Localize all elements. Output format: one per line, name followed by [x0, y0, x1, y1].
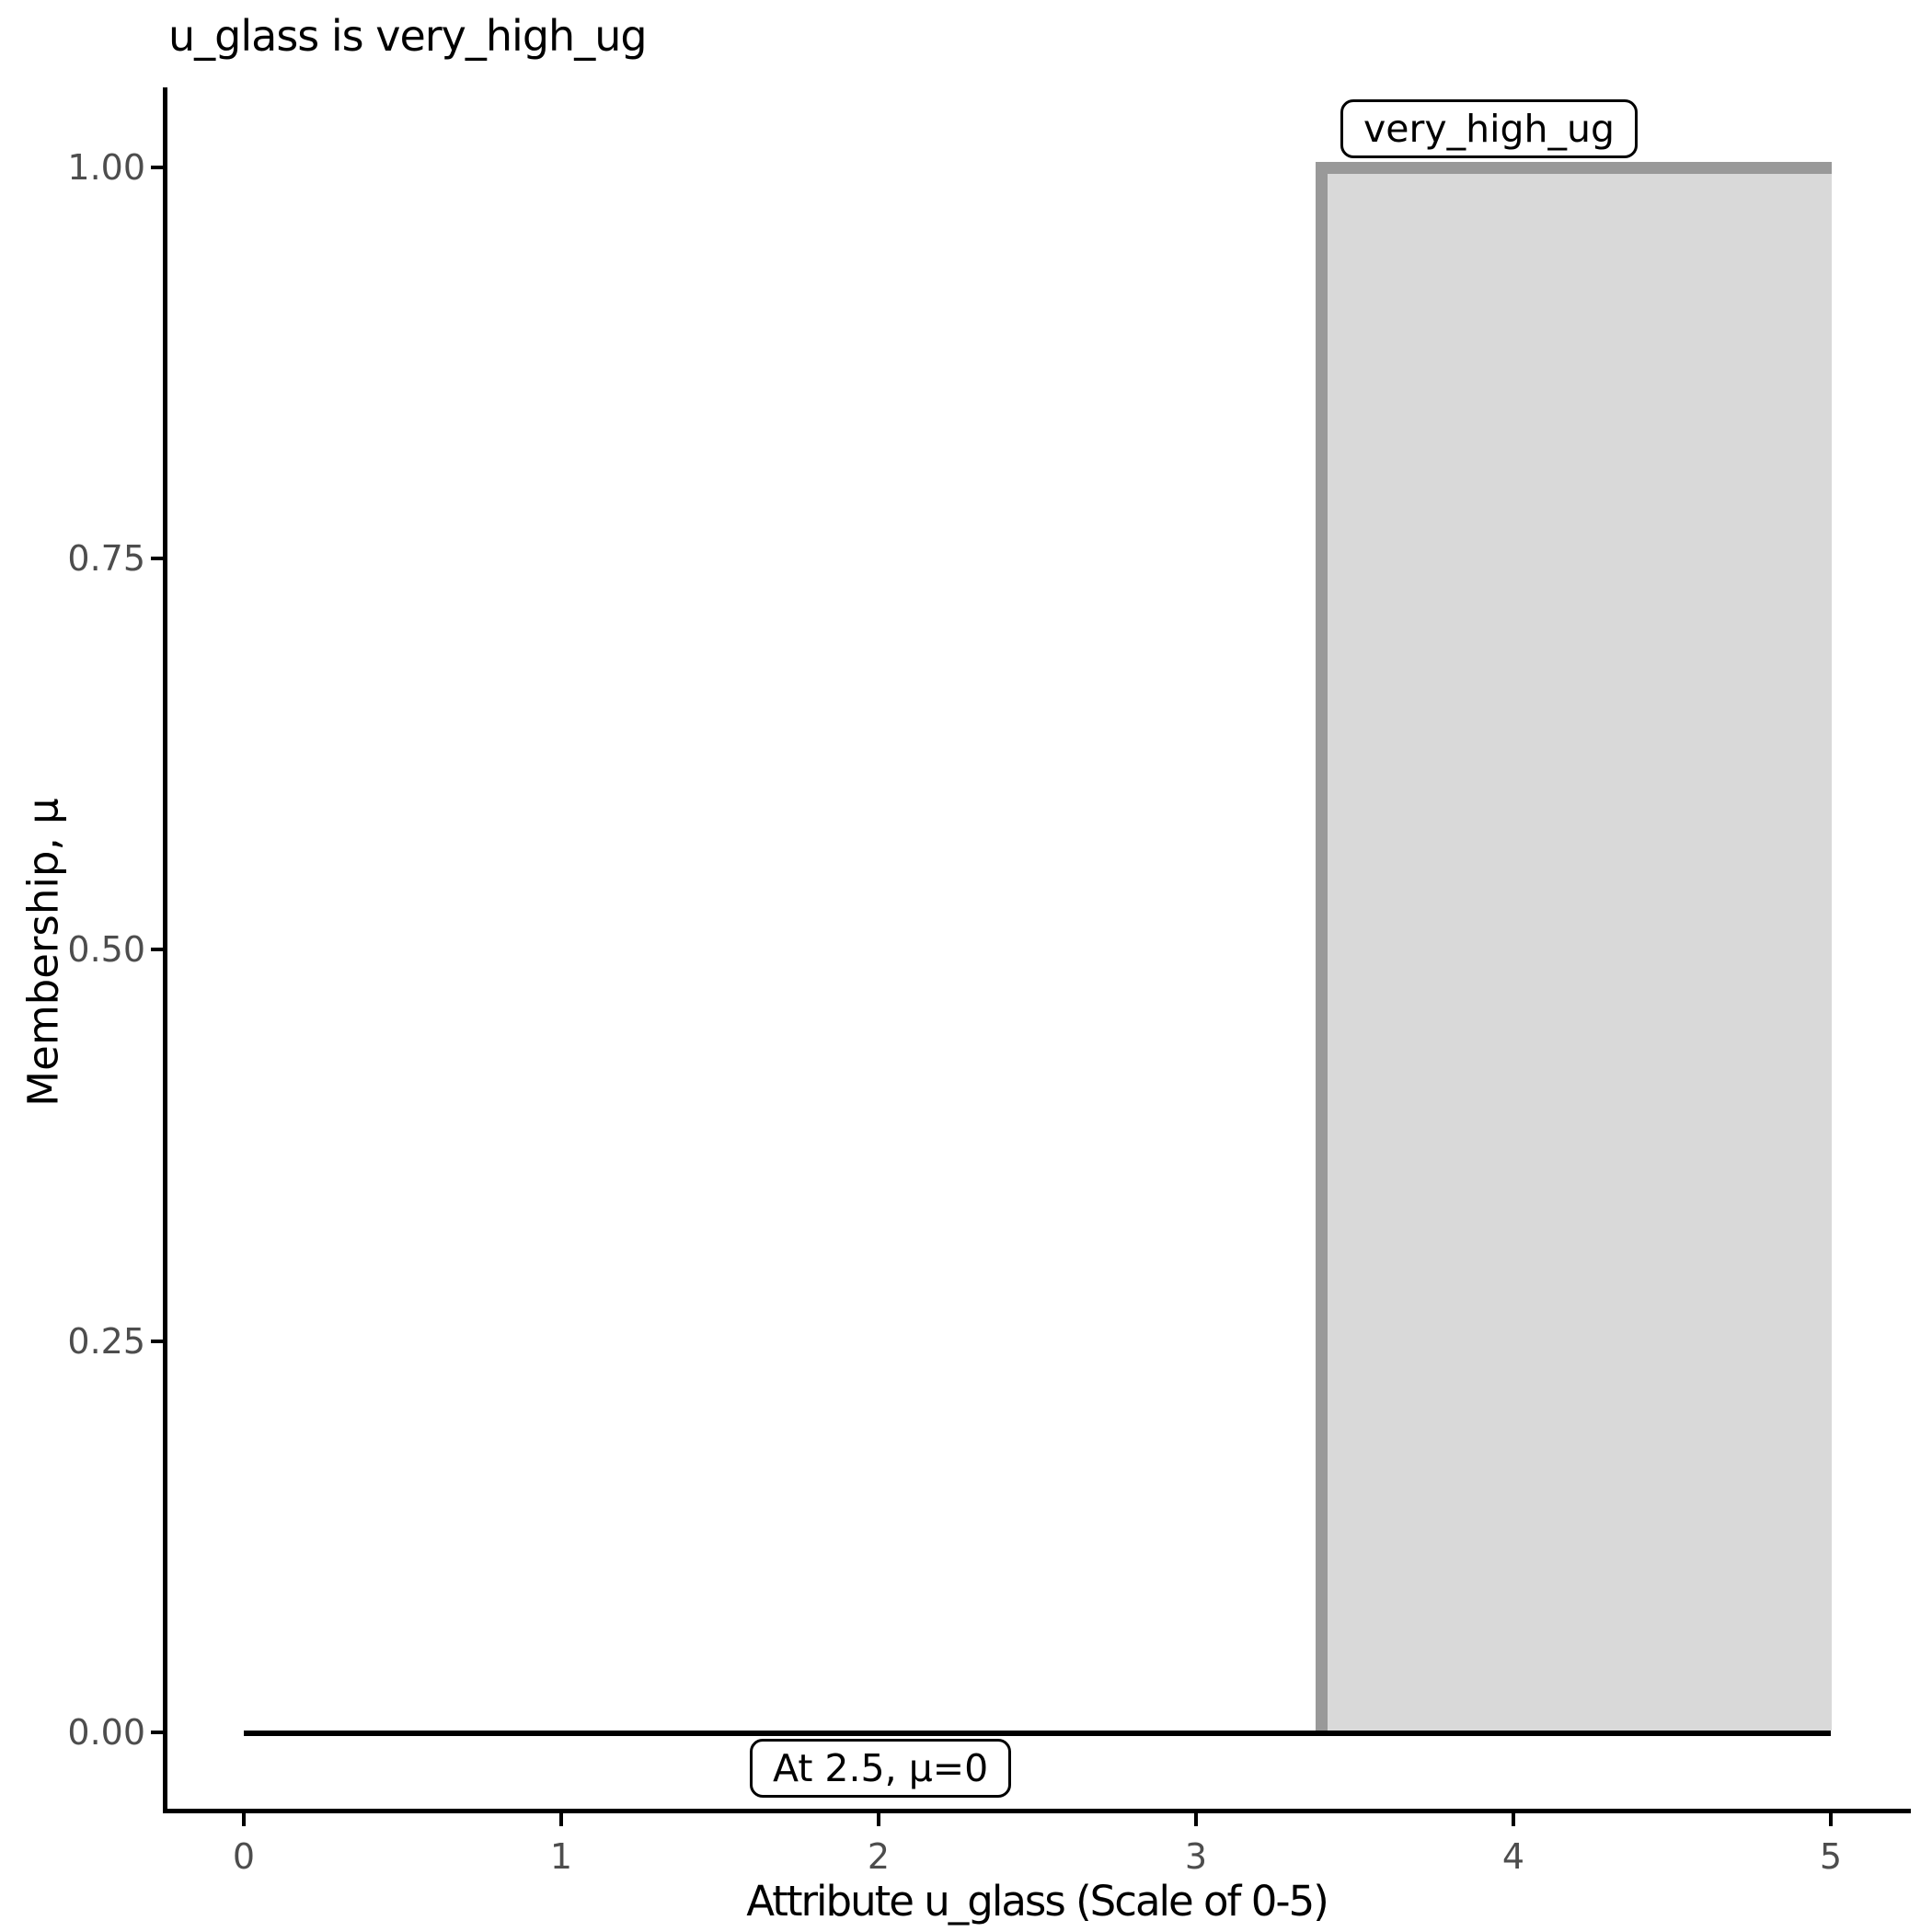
eval-annotation-box: At 2.5, µ=0 [750, 1739, 1012, 1798]
y-tick-mark-0.00 [151, 1731, 164, 1734]
x-tick-mark-4 [1512, 1813, 1515, 1826]
y-tick-label: 0.50 [67, 929, 145, 970]
y-axis-line [163, 87, 167, 1813]
y-tick-label: 0.75 [67, 538, 145, 579]
y-tick-mark-0.25 [151, 1340, 164, 1343]
chart-title: u_glass is very_high_ug [168, 11, 648, 61]
eval-annotation-label: At 2.5, µ=0 [773, 1746, 989, 1790]
x-tick-label: 4 [1501, 1836, 1525, 1877]
x-tick-label: 3 [1184, 1836, 1208, 1877]
y-tick-label: 0.00 [67, 1712, 145, 1753]
x-tick-mark-0 [242, 1813, 246, 1826]
x-tick-label: 5 [1819, 1836, 1843, 1877]
x-tick-label: 0 [232, 1836, 256, 1877]
y-tick-label: 0.25 [67, 1321, 145, 1362]
set-annotation-box: very_high_ug [1340, 99, 1639, 158]
x-axis-title: Attribute u_glass (Scale of 0-5) [746, 1877, 1329, 1926]
x-axis-line [163, 1809, 1911, 1813]
y-tick-label: 1.00 [67, 147, 145, 188]
membership-step-line-horizontal [1316, 162, 1832, 174]
set-annotation-label: very_high_ug [1363, 107, 1616, 151]
x-tick-mark-3 [1194, 1813, 1198, 1826]
y-tick-mark-1.00 [151, 166, 164, 169]
membership-area-fill [1321, 168, 1832, 1731]
x-tick-label: 2 [867, 1836, 891, 1877]
x-tick-mark-1 [559, 1813, 563, 1826]
x-tick-mark-5 [1829, 1813, 1833, 1826]
membership-step-line-vertical [1316, 162, 1328, 1731]
y-tick-mark-0.50 [151, 948, 164, 951]
zero-membership-line [244, 1731, 1831, 1736]
x-tick-label: 1 [549, 1836, 573, 1877]
x-tick-mark-2 [877, 1813, 880, 1826]
y-tick-mark-0.75 [151, 557, 164, 560]
